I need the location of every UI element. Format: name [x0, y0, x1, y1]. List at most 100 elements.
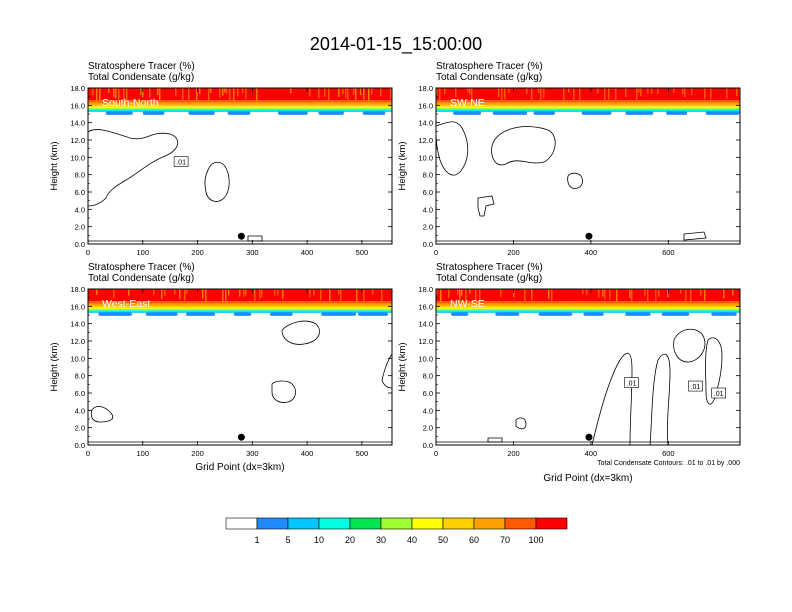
x-tick-label: 300 [246, 248, 259, 257]
tracer-streak [655, 289, 657, 303]
tracer-band [436, 301, 740, 304]
y-tick-label: 14.0 [70, 119, 85, 128]
site-marker [585, 232, 593, 240]
panel-nw-se: Stratosphere Tracer (%)Total Condensate … [397, 262, 741, 484]
x-tick-label: 400 [301, 449, 314, 458]
colorbar-swatch [411, 517, 444, 530]
y-tick-label: 14.0 [418, 320, 433, 329]
x-tick-label: 100 [137, 248, 150, 257]
colorbar-label: 10 [314, 535, 324, 545]
tracer-band [436, 110, 740, 112]
tracer-streak [199, 88, 201, 95]
tracer-streak [436, 88, 438, 98]
tracer-patch [450, 312, 469, 316]
tracer-streak [501, 88, 503, 103]
tracer-streak [598, 289, 600, 298]
panel-subtitle-condensate: Total Condensate (g/kg) [436, 273, 542, 284]
tracer-band [88, 310, 392, 312]
x-tick-label: 200 [507, 248, 520, 257]
tracer-streak [498, 88, 500, 98]
tracer-patch [362, 111, 386, 115]
tracer-streak [245, 88, 247, 100]
colorbar-label: 20 [345, 535, 355, 545]
panel-label: West-East [102, 298, 150, 310]
tracer-streak [636, 88, 638, 100]
tracer-streak [208, 88, 210, 102]
x-tick-label: 400 [585, 449, 598, 458]
condensate-contour [591, 352, 633, 446]
tracer-streak [684, 88, 686, 97]
tracer-streak [164, 289, 166, 296]
y-tick-label: 12.0 [418, 337, 433, 346]
tracer-band [88, 301, 392, 304]
tracer-streak [329, 289, 331, 304]
panel-south-north: Stratosphere Tracer (%)Total Condensate … [49, 61, 393, 257]
tracer-streak [563, 88, 565, 100]
tracer-streak [736, 88, 738, 96]
y-tick-label: 0.0 [75, 441, 85, 450]
x-tick-label: 200 [507, 449, 520, 458]
tracer-streak [726, 88, 728, 99]
tracer-band [436, 305, 740, 308]
tracer-streak [182, 88, 184, 104]
tracer-streak [644, 289, 646, 296]
tracer-streak [328, 88, 330, 101]
condensate-contour [683, 231, 707, 241]
tracer-streak [640, 88, 642, 97]
tracer-band [88, 305, 392, 308]
tracer-band [88, 88, 392, 101]
figure-title: 2014-01-15_15:00:00 [310, 34, 482, 55]
y-tick-label: 4.0 [75, 205, 85, 214]
tracer-streak [228, 289, 230, 296]
tracer-streak [500, 289, 502, 297]
tracer-band [436, 102, 740, 105]
contour-label: .01 [176, 160, 186, 167]
tracer-streak [582, 289, 584, 295]
colorbar-label: 1 [254, 535, 259, 545]
tracer-streak [579, 88, 581, 101]
condensate-contour [705, 337, 723, 405]
colorbar-swatch [287, 517, 320, 530]
tracer-band [88, 303, 392, 306]
tracer-streak [658, 289, 660, 297]
tracer-streak [673, 88, 675, 93]
y-tick-label: 0.0 [423, 240, 433, 249]
tracer-streak [324, 88, 326, 97]
y-tick-label: 8.0 [75, 171, 85, 180]
colorbar-swatch [349, 517, 382, 530]
x-tick-label: 300 [246, 449, 259, 458]
tracer-streak [96, 88, 98, 103]
tracer-patch [625, 312, 651, 316]
tracer-patch [625, 111, 654, 115]
tracer-streak [92, 88, 94, 96]
y-tick-label: 6.0 [75, 188, 85, 197]
tracer-streak [108, 88, 110, 93]
tracer-patch [269, 312, 293, 316]
tracer-patch [105, 111, 133, 115]
condensate-contour [281, 320, 320, 345]
colorbar-label: 5 [285, 535, 290, 545]
tracer-streak [196, 88, 198, 102]
condensate-contour [649, 353, 671, 446]
tracer-streak [245, 289, 247, 296]
tracer-patch [661, 312, 690, 316]
tracer-streak [586, 289, 588, 296]
tracer-band [88, 308, 392, 311]
tracer-streak [161, 289, 163, 300]
tracer-patch [145, 312, 178, 316]
tracer-streak [508, 88, 510, 93]
tracer-streak [700, 289, 702, 296]
contour-label-box [688, 380, 703, 392]
tracer-patch [185, 312, 216, 316]
contour-label: .01 [691, 384, 701, 391]
condensate-contour [673, 328, 706, 363]
tracer-streak [479, 289, 481, 301]
tracer-streak [159, 88, 161, 101]
tracer-streak [568, 88, 570, 93]
tracer-streak [609, 289, 611, 300]
tracer-patch [538, 312, 573, 316]
site-marker [237, 232, 245, 240]
x-tick-label: 500 [356, 248, 369, 257]
colorbar-swatch [442, 517, 475, 530]
colorbar-label: 70 [500, 535, 510, 545]
